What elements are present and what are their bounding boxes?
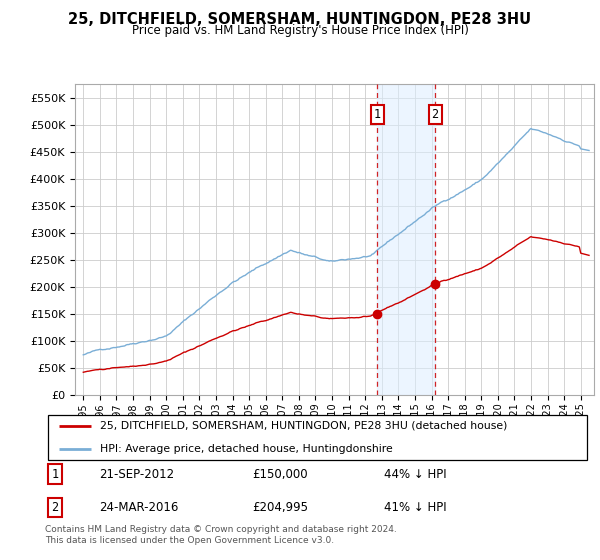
Text: Price paid vs. HM Land Registry's House Price Index (HPI): Price paid vs. HM Land Registry's House … xyxy=(131,24,469,37)
Text: 2: 2 xyxy=(51,501,58,514)
FancyBboxPatch shape xyxy=(48,415,587,460)
Text: 44% ↓ HPI: 44% ↓ HPI xyxy=(383,468,446,480)
Text: £150,000: £150,000 xyxy=(253,468,308,480)
Text: 24-MAR-2016: 24-MAR-2016 xyxy=(100,501,179,514)
Text: 25, DITCHFIELD, SOMERSHAM, HUNTINGDON, PE28 3HU (detached house): 25, DITCHFIELD, SOMERSHAM, HUNTINGDON, P… xyxy=(100,421,507,431)
Text: 21-SEP-2012: 21-SEP-2012 xyxy=(100,468,175,480)
Text: Contains HM Land Registry data © Crown copyright and database right 2024.
This d: Contains HM Land Registry data © Crown c… xyxy=(45,525,397,545)
Text: HPI: Average price, detached house, Huntingdonshire: HPI: Average price, detached house, Hunt… xyxy=(100,444,392,454)
Text: 2: 2 xyxy=(431,108,439,122)
Text: 41% ↓ HPI: 41% ↓ HPI xyxy=(383,501,446,514)
Bar xyxy=(377,84,435,395)
Text: 1: 1 xyxy=(51,468,58,480)
Text: £204,995: £204,995 xyxy=(253,501,308,514)
Text: 1: 1 xyxy=(374,108,380,122)
Text: 25, DITCHFIELD, SOMERSHAM, HUNTINGDON, PE28 3HU: 25, DITCHFIELD, SOMERSHAM, HUNTINGDON, P… xyxy=(68,12,532,27)
